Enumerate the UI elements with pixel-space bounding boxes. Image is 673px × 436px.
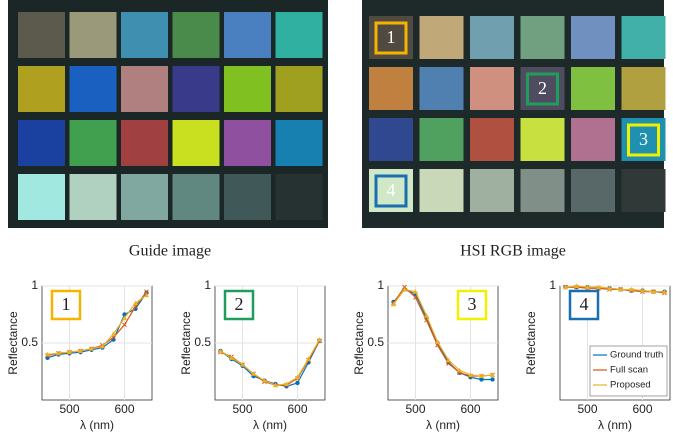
legend-label: Full scan (610, 365, 648, 376)
y-axis-label: Reflectance (352, 311, 366, 375)
patch (571, 118, 615, 161)
patch (521, 118, 565, 161)
patch (369, 118, 413, 161)
x-tick-label: 600 (632, 402, 652, 416)
patch (173, 174, 220, 220)
patch (521, 169, 565, 212)
patch (470, 67, 514, 110)
patch (173, 66, 220, 112)
marker-label: 3 (639, 129, 648, 149)
annotation: 1 (62, 294, 71, 314)
point (295, 381, 299, 385)
patch (276, 12, 323, 58)
patch (224, 66, 271, 112)
patch (622, 169, 666, 212)
marker-label: 4 (387, 180, 396, 200)
x-axis-label: λ (nm) (598, 418, 632, 432)
y-axis-label: Reflectance (524, 311, 538, 375)
x-tick-label: 500 (59, 402, 79, 416)
patch (420, 169, 464, 212)
legend-label: Ground truth (610, 350, 663, 361)
patch (571, 67, 615, 110)
x-tick-label: 600 (114, 402, 134, 416)
patch (121, 120, 168, 166)
patch (470, 169, 514, 212)
patch (18, 174, 65, 220)
patch (420, 67, 464, 110)
patch (276, 66, 323, 112)
point (490, 377, 494, 381)
patch (70, 12, 117, 58)
patch (70, 174, 117, 220)
patch (70, 120, 117, 166)
x-axis-label: λ (nm) (426, 418, 460, 432)
patch (369, 67, 413, 110)
patch (571, 169, 615, 212)
patch (18, 120, 65, 166)
patch (276, 120, 323, 166)
y-tick-label: 1 (31, 278, 38, 292)
annotation: 4 (580, 294, 589, 314)
patch (173, 12, 220, 58)
patch (224, 12, 271, 58)
y-tick-label: 0.5 (194, 335, 211, 349)
patch (420, 16, 464, 59)
patch (470, 16, 514, 59)
patch (470, 118, 514, 161)
x-axis-label: λ (nm) (80, 418, 114, 432)
patch (224, 120, 271, 166)
x-tick-label: 600 (460, 402, 480, 416)
x-tick-label: 500 (232, 402, 252, 416)
x-tick-label: 600 (287, 402, 307, 416)
patch (276, 174, 323, 220)
x-tick-label: 500 (405, 402, 425, 416)
patch (420, 118, 464, 161)
patch (173, 120, 220, 166)
patch (622, 67, 666, 110)
marker-label: 2 (538, 78, 547, 98)
figure: Guide image HSI RGB image 1 2 3 4 500 600 0.5 1… (0, 0, 673, 436)
caption: HSI RGB image (460, 243, 566, 260)
legend-label: Proposed (610, 380, 651, 391)
y-tick-label: 1 (377, 278, 384, 292)
caption: Guide image (129, 243, 211, 260)
marker-label: 1 (387, 27, 396, 47)
y-axis-label: Reflectance (179, 311, 193, 375)
annotation: 2 (235, 294, 244, 314)
patch (224, 174, 271, 220)
y-tick-label: 0.5 (21, 335, 38, 349)
y-axis-label: Reflectance (6, 311, 20, 375)
x-tick-label: 500 (577, 402, 597, 416)
patch (571, 16, 615, 59)
y-tick-label: 1 (549, 278, 556, 292)
patch (121, 174, 168, 220)
patch (521, 16, 565, 59)
patch (70, 66, 117, 112)
y-tick-label: 0.5 (367, 335, 384, 349)
y-tick-label: 1 (204, 278, 211, 292)
patch (121, 66, 168, 112)
annotation: 3 (468, 294, 477, 314)
patch (121, 12, 168, 58)
patch (18, 12, 65, 58)
patch (18, 66, 65, 112)
patch (622, 16, 666, 59)
x-axis-label: λ (nm) (253, 418, 287, 432)
